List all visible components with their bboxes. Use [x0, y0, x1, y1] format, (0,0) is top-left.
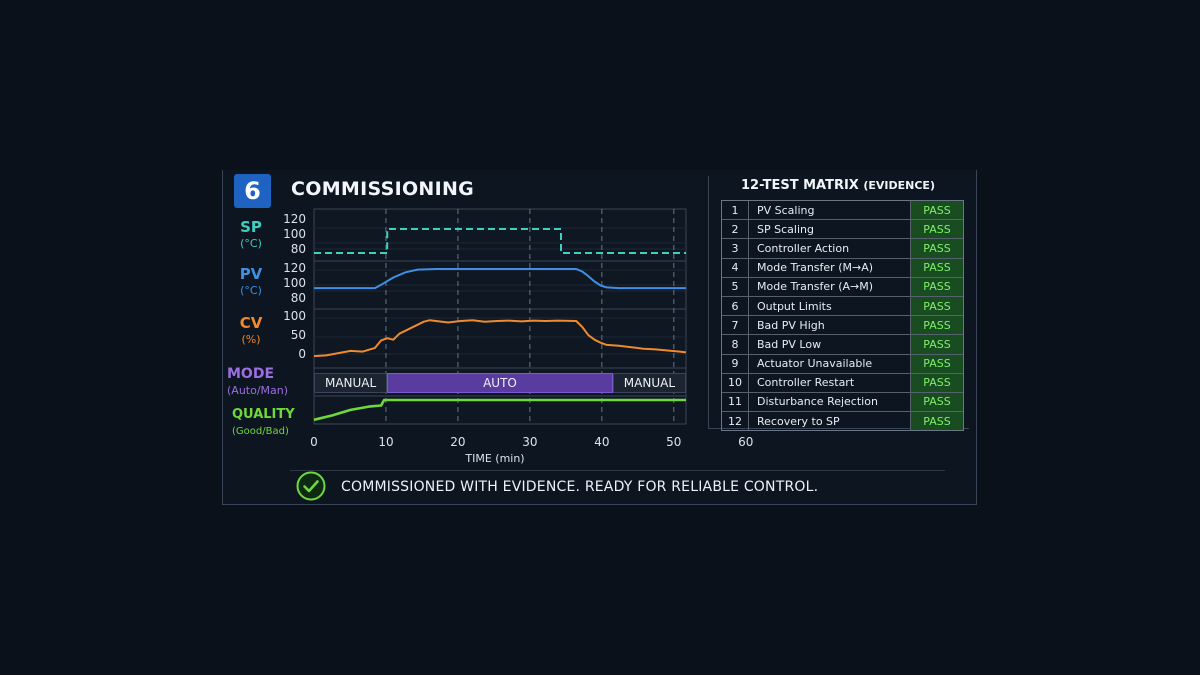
table-row: 8 Bad PV Low PASS: [722, 335, 963, 355]
mode-name: MODE: [227, 366, 275, 382]
matrix-title-text: 12-TEST MATRIX: [741, 178, 859, 193]
test-number: 4: [722, 258, 749, 277]
cv-name: CV: [239, 314, 263, 332]
sp-tick: 80: [290, 242, 306, 256]
sp-tick: 100: [283, 227, 306, 241]
pv-tick: 100: [283, 276, 306, 290]
test-matrix-table: 1 PV Scaling PASS 2 SP Scaling PASS 3 Controlle…: [721, 200, 964, 432]
quality-label: QUALITY (Good/Bad): [232, 406, 302, 440]
test-number: 2: [722, 220, 749, 239]
pv-series-line: [314, 268, 686, 290]
table-row: 3 Controller Action PASS: [722, 239, 963, 259]
table-row: 7 Bad PV High PASS: [722, 316, 963, 336]
x-tick-label: 20: [450, 435, 465, 449]
footer-divider: [290, 470, 945, 471]
table-row: 9 Actuator Unavailable PASS: [722, 354, 963, 374]
matrix-subtitle: (EVIDENCE): [863, 179, 935, 192]
test-number: 12: [722, 412, 749, 431]
mode-segment-auto: AUTO: [387, 373, 613, 393]
sp-unit: (°C): [240, 237, 262, 250]
test-name: Bad PV High: [757, 318, 825, 332]
x-tick-label: 50: [666, 435, 681, 449]
x-axis-label: TIME (min): [465, 452, 525, 465]
test-number: 8: [722, 335, 749, 354]
pass-badge: PASS: [910, 335, 963, 354]
test-name: Mode Transfer (M→A): [757, 261, 874, 275]
test-number: 7: [722, 316, 749, 335]
test-number: 6: [722, 296, 749, 316]
pv-tick: 120: [283, 261, 306, 275]
pass-badge: PASS: [910, 201, 963, 220]
test-name: Actuator Unavailable: [757, 357, 873, 371]
cv-series-line: [313, 319, 687, 358]
x-tick-label: 40: [594, 435, 609, 449]
pass-badge: PASS: [910, 277, 963, 296]
table-row: 2 SP Scaling PASS: [722, 220, 963, 240]
pv-tick: 80: [290, 291, 306, 305]
mode-segment-manual: MANUAL: [314, 373, 388, 393]
test-number: 3: [722, 239, 749, 258]
status-message: COMMISSIONED WITH EVIDENCE. READY FOR RE…: [341, 479, 819, 495]
x-tick-label: 10: [378, 435, 393, 449]
sp-name: SP: [240, 218, 262, 236]
test-name: Controller Restart: [757, 376, 855, 390]
cv-tick: 0: [298, 347, 306, 361]
test-number: 9: [722, 354, 749, 373]
pass-badge: PASS: [910, 354, 963, 373]
table-row: 12 Recovery to SP PASS: [722, 412, 963, 431]
table-row: 4 Mode Transfer (M→A) PASS: [722, 258, 963, 278]
cv-tick: 100: [283, 309, 306, 323]
test-name: Bad PV Low: [757, 337, 822, 351]
test-name: Disturbance Rejection: [757, 395, 878, 409]
test-number: 11: [722, 392, 749, 412]
table-row: 5 Mode Transfer (A→M) PASS: [722, 277, 963, 297]
pass-badge: PASS: [910, 392, 963, 412]
pass-badge: PASS: [910, 373, 963, 392]
pass-badge: PASS: [910, 258, 963, 277]
test-name: Mode Transfer (A→M): [757, 280, 874, 294]
cv-label: CV (%): [221, 314, 281, 348]
test-name: SP Scaling: [757, 222, 814, 236]
table-row: 11 Disturbance Rejection PASS: [722, 392, 963, 413]
table-row: 10 Controller Restart PASS: [722, 373, 963, 393]
mode-label: MODE (Auto/Man): [227, 365, 297, 399]
pass-badge: PASS: [910, 316, 963, 335]
pass-badge: PASS: [910, 239, 963, 258]
sp-tick: 120: [283, 212, 306, 226]
test-number: 5: [722, 277, 749, 296]
x-tick-label: 60: [738, 435, 753, 449]
test-name: Recovery to SP: [757, 414, 840, 428]
test-name: Controller Action: [757, 241, 850, 255]
check-circle-icon: [296, 471, 326, 501]
step-number-badge: 6: [234, 174, 271, 208]
x-tick-label: 30: [522, 435, 537, 449]
pv-name: PV: [239, 265, 263, 283]
pass-badge: PASS: [910, 220, 963, 239]
pass-badge: PASS: [910, 296, 963, 316]
cv-tick: 50: [290, 328, 306, 342]
table-row: 1 PV Scaling PASS: [722, 201, 963, 221]
sp-label: SP (°C): [221, 218, 281, 252]
table-row: 6 Output Limits PASS: [722, 296, 963, 317]
pv-label: PV (°C): [221, 265, 281, 299]
mode-segment-manual-end: MANUAL: [612, 373, 686, 393]
x-tick-label: 0: [310, 435, 318, 449]
matrix-frame: [708, 176, 969, 429]
sp-series-line: [314, 228, 686, 254]
cv-unit: (%): [241, 333, 261, 346]
page-title: COMMISSIONING: [291, 178, 475, 200]
matrix-title: 12-TEST MATRIX (EVIDENCE): [708, 178, 968, 193]
test-number: 1: [722, 201, 749, 220]
quality-series-line: [313, 398, 686, 422]
pv-unit: (°C): [240, 284, 262, 297]
mode-unit: (Auto/Man): [227, 384, 289, 397]
quality-unit: (Good/Bad): [232, 426, 289, 437]
test-number: 10: [722, 373, 749, 392]
quality-name: QUALITY: [232, 407, 295, 422]
test-name: PV Scaling: [757, 203, 815, 217]
pass-badge: PASS: [910, 412, 963, 431]
test-name: Output Limits: [757, 299, 832, 313]
